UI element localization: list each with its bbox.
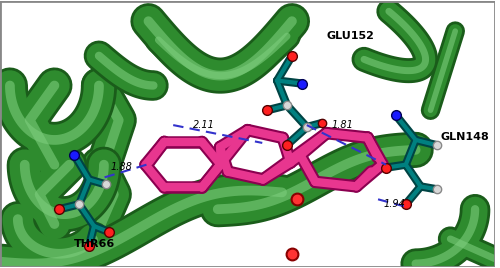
Text: GLN148: GLN148 [440, 132, 489, 142]
Text: 1.81: 1.81 [332, 120, 353, 130]
Text: 1.88: 1.88 [111, 162, 132, 172]
Text: 1.94: 1.94 [384, 199, 406, 209]
Text: GLU152: GLU152 [326, 31, 374, 41]
Text: THR66: THR66 [74, 239, 116, 249]
Text: 2.11: 2.11 [193, 120, 215, 130]
